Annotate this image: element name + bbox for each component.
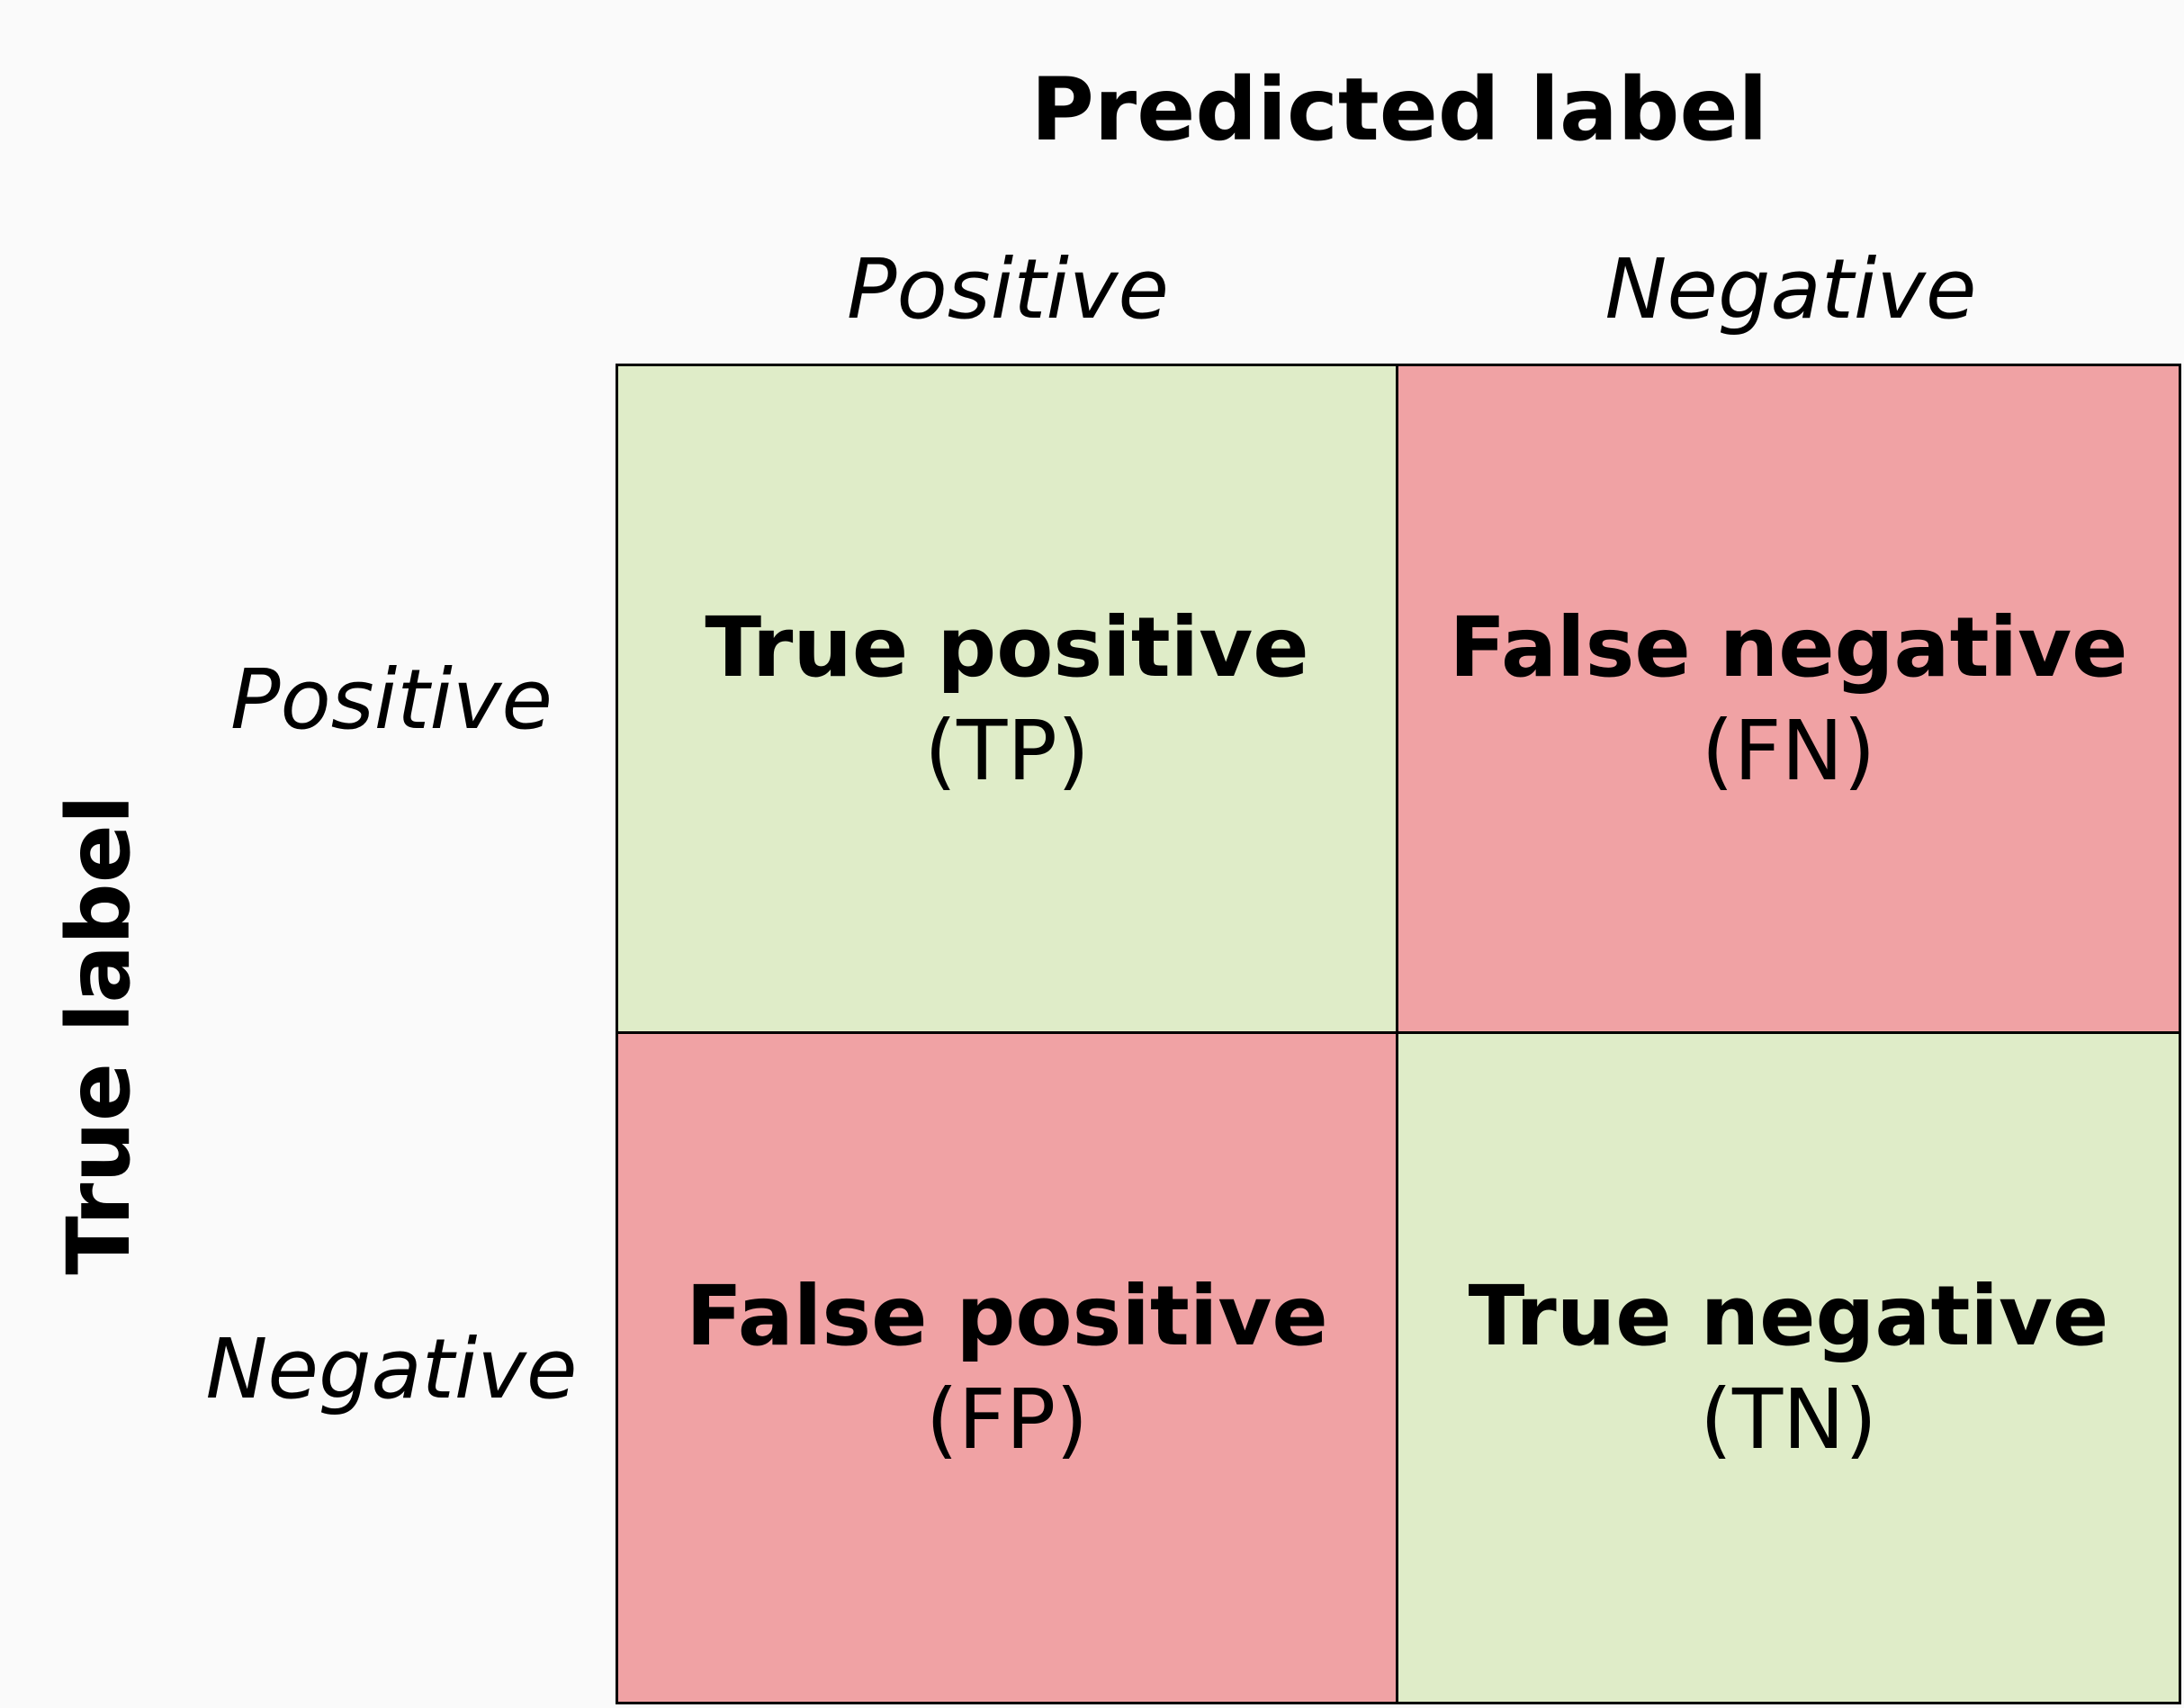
cell-title: True positive: [705, 598, 1309, 696]
predicted-label-title: Predicted label: [1030, 59, 1768, 160]
cell-true-positive: True positive (TP): [618, 366, 1398, 1034]
cell-title: True negative: [1468, 1268, 2109, 1364]
column-label-negative: Negative: [1604, 241, 1977, 337]
cell-title: False negative: [1449, 598, 2128, 696]
true-label-title: True label: [49, 795, 149, 1275]
confusion-matrix-grid: True positive (TP) False negative (FN) F…: [616, 364, 2181, 1704]
row-label-negative: Negative: [205, 1321, 578, 1417]
cell-true-negative: True negative (TN): [1398, 1034, 2179, 1702]
cell-title: False positive: [686, 1268, 1328, 1364]
cell-false-positive: False positive (FP): [618, 1034, 1398, 1702]
column-label-positive: Positive: [847, 241, 1169, 337]
row-label-positive: Positive: [230, 652, 553, 748]
cell-abbreviation: (TN): [1700, 1371, 1877, 1468]
cell-abbreviation: (FP): [925, 1371, 1089, 1468]
cell-false-negative: False negative (FN): [1398, 366, 2179, 1034]
cell-abbreviation: (TP): [924, 702, 1090, 799]
cell-abbreviation: (FN): [1701, 702, 1876, 799]
